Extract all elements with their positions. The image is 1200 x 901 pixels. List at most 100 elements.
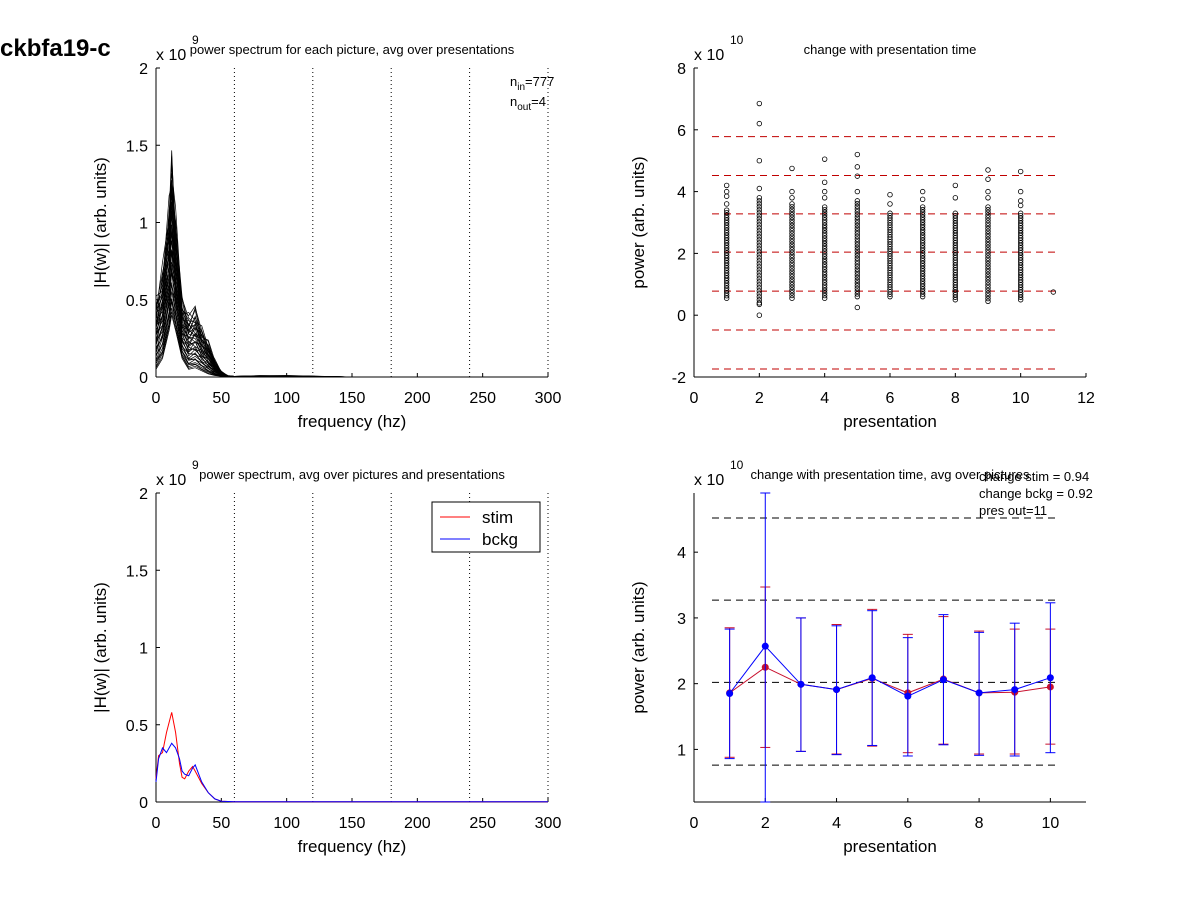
scatter-point [723,265,730,271]
scatter-point [919,229,926,236]
scatter-point [756,198,763,204]
scatter-point [756,270,763,276]
n-in-annotation: nin=777 [510,74,554,93]
scatter-point [789,284,795,291]
scatter-point [919,293,926,300]
scatter-point [789,290,795,296]
scatter-point [854,288,861,294]
scatter-point [854,214,861,220]
scatter-point [723,240,730,246]
scatter-point [756,276,763,282]
scatter-point [985,285,991,291]
scatter-point [789,273,795,280]
scatter-point [919,224,926,231]
scatter-point [756,240,763,246]
scatter-point [789,195,795,201]
y-tick-label: 0 [139,795,148,812]
scatter-point [854,277,861,283]
scatter-point [723,227,730,233]
scatter-point [821,266,828,273]
scatter-point [756,258,763,264]
scatter-point [919,265,926,272]
spectrum-curve [155,213,548,378]
scatter-point [854,272,861,278]
scatter-point [723,255,730,261]
scatter-point [723,275,730,281]
scatter-point [919,232,926,238]
scatter-point [854,198,861,204]
scatter-point [854,151,861,158]
x-tick-label: 150 [339,390,366,407]
spectrum-curve [155,232,548,378]
scatter-point [756,219,763,225]
x-tick-label: 2 [761,815,770,832]
chart-title: change with presentation time, avg over … [751,467,1030,482]
scatter-point [919,209,926,215]
scatter-point [821,259,828,265]
spectrum-curve [155,189,548,378]
scatter-point [919,286,926,292]
scatter-point [723,230,730,236]
scatter-point [919,219,926,226]
scatter-point [789,271,795,277]
spectrum-curve [155,240,548,378]
scatter-point [985,212,991,218]
scatter-point [789,233,795,239]
x-tick-label: 50 [212,815,230,832]
scatter-point [854,266,861,272]
scatter-point [756,225,763,231]
scatter-point [952,213,959,219]
spectrum-curve [155,250,548,378]
scatter-point [723,267,730,274]
y-axis-label: |H(w)| (arb. units) [91,157,110,288]
spectrum-curve [155,224,548,378]
scatter-point [789,217,795,223]
spectrum-curve [155,184,548,378]
scatter-point [756,228,763,234]
scatter-point [919,283,926,290]
scatter-point [854,250,861,256]
scatter-point [919,252,926,259]
axis-exponent: x 10 [694,47,724,64]
x-tick-label: 0 [152,815,161,832]
scatter-point [789,206,795,213]
x-axis-label: frequency (hz) [298,837,407,856]
scatter-point [985,282,991,288]
data-point-bckg [1046,674,1054,682]
spectrum-curve [155,161,548,378]
scatter-point [756,207,763,213]
scatter-point [756,288,763,294]
scatter-point [723,201,730,207]
scatter-point [789,292,795,299]
scatter-point [854,269,861,275]
scatter-point [821,232,828,239]
scatter-point [919,247,926,254]
y-tick-label: 2 [139,61,148,78]
scatter-point [919,245,926,251]
scatter-point [723,207,730,213]
change-annotation: pres out=11 [979,503,1047,518]
scatter-point [723,235,730,241]
y-tick-label: 4 [677,545,686,562]
scatter-point [789,236,795,242]
scatter-point [789,220,795,226]
spectrum-curve [155,194,548,378]
scatter-point [821,214,828,221]
scatter-point [854,173,861,179]
scatter-point [789,201,795,207]
scatter-point [756,100,763,107]
x-tick-label: 0 [152,390,161,407]
scatter-point [854,203,861,210]
scatter-point [985,231,991,237]
y-tick-label: 1 [139,216,148,233]
scatter-point [821,285,828,291]
scatter-point [789,257,795,264]
scatter-point [789,214,795,221]
scatter-point [756,246,763,252]
x-axis-label: presentation [843,837,937,856]
scatter-point [821,279,828,286]
scatter-point [854,258,861,264]
scatter-point [821,195,828,201]
